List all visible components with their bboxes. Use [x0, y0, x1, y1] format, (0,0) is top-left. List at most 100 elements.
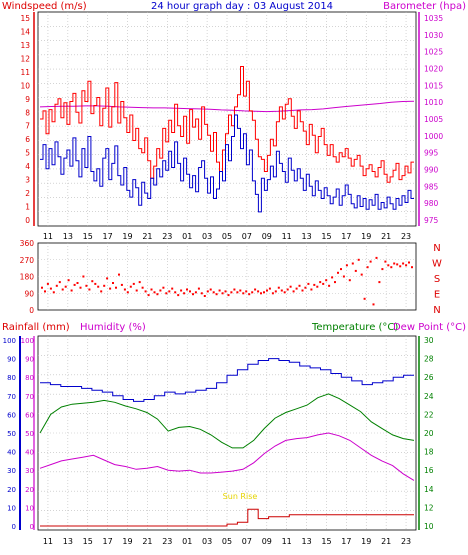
wind-x-tick-label: 15	[321, 232, 331, 241]
direction-point	[76, 282, 79, 284]
direction-point	[334, 281, 336, 284]
direction-point	[266, 289, 268, 292]
humidity-tick-label: 90	[25, 356, 34, 364]
direction-point	[227, 294, 230, 297]
climate-x-tick-label: 09	[262, 537, 272, 546]
direction-point	[357, 258, 360, 261]
direction-point	[58, 281, 61, 284]
rainfall-tick-label: 80	[7, 374, 16, 382]
direction-point	[230, 291, 233, 294]
temperature-tick-label: 26	[424, 373, 434, 382]
rainfall-tick-label: 0	[12, 523, 16, 531]
humidity-tick-label: 20	[25, 486, 34, 494]
direction-point	[106, 277, 109, 280]
direction-point	[254, 288, 257, 291]
direction-point	[295, 287, 298, 290]
direction-point	[301, 289, 304, 292]
climate-x-tick-label: 11	[282, 537, 292, 546]
direction-point	[79, 286, 82, 289]
wind-x-tick-label: 19	[122, 232, 132, 241]
humidity-tick-label: 50	[25, 430, 34, 438]
direction-point	[197, 287, 200, 290]
direction-point	[138, 281, 141, 284]
humidity-line	[40, 358, 414, 402]
direction-point	[88, 288, 91, 291]
wind-panel-frame	[37, 11, 417, 227]
barometer-tick-label: 1005	[424, 115, 443, 124]
climate-x-tick-label: 15	[83, 537, 93, 546]
direction-point	[212, 291, 215, 294]
rainfall-tick-label: 90	[7, 356, 16, 364]
direction-point	[402, 262, 405, 265]
climate-x-tick-label: 23	[162, 537, 172, 546]
direction-point	[360, 273, 363, 276]
rainfall-tick-label: 40	[7, 449, 16, 457]
dewpoint-line	[39, 432, 415, 481]
wind-x-tick-label: 11	[43, 232, 53, 241]
direction-tick-label: 360	[20, 239, 35, 248]
direction-tick-label: 0	[29, 306, 34, 315]
direction-point	[283, 291, 286, 294]
windspeed-tick-label: 14	[20, 27, 30, 36]
direction-point	[381, 268, 384, 271]
barometer-tick-label: 1000	[424, 132, 443, 141]
direction-point	[384, 260, 387, 263]
direction-point	[165, 292, 168, 295]
rainfall-axis-title: Rainfall (mm)	[2, 322, 70, 333]
direction-point	[363, 297, 366, 300]
windspeed-line	[40, 66, 414, 183]
sunrise-label: Sun Rise	[223, 492, 258, 501]
direction-point	[67, 279, 70, 282]
direction-point	[369, 260, 372, 263]
wind-x-tick-label: 13	[63, 232, 73, 241]
temperature-tick-label: 12	[424, 503, 434, 512]
direction-point	[64, 285, 67, 288]
humidity-tick-label: 70	[25, 393, 34, 401]
barometer-tick-label: 1010	[424, 98, 443, 107]
direction-point	[103, 284, 106, 287]
gust-line	[40, 114, 414, 213]
wind-x-tick-label: 15	[83, 232, 93, 241]
windspeed-tick-label: 7	[25, 122, 30, 131]
wind-x-tick-label: 05	[222, 232, 232, 241]
humidity-axis-title: Humidity (%)	[80, 322, 146, 333]
direction-point	[135, 289, 138, 292]
direction-point	[129, 285, 132, 288]
wind-x-tick-label: 23	[162, 232, 172, 241]
humidity-tick-label: 80	[25, 374, 34, 382]
direction-point	[310, 288, 313, 291]
climate-x-tick-label: 19	[122, 537, 132, 546]
direction-point	[206, 290, 209, 293]
direction-point	[375, 256, 378, 259]
compass-label: N	[433, 305, 440, 316]
windspeed-tick-label: 5	[25, 149, 30, 158]
climate-x-tick-label: 19	[361, 537, 371, 546]
climate-x-tick-label: 01	[182, 537, 192, 546]
wind-x-tick-label: 07	[242, 232, 252, 241]
direction-point	[331, 276, 334, 279]
rainfall-tick-label: 20	[7, 486, 16, 494]
rainfall-tick-label: 100	[3, 337, 16, 345]
temperature-tick-label: 10	[424, 522, 434, 531]
climate-x-tick-label: 03	[202, 537, 212, 546]
direction-point	[112, 282, 114, 284]
temperature-tick-label: 24	[424, 392, 434, 401]
direction-point	[221, 292, 224, 295]
direction-point	[97, 285, 100, 288]
rainfall-tick-label: 10	[7, 504, 16, 512]
wind-x-tick-label: 19	[361, 232, 371, 241]
temperature-axis-title: Temperature (°C)	[311, 322, 398, 333]
direction-point	[378, 281, 381, 284]
wind-x-tick-label: 17	[103, 232, 113, 241]
temperature-tick-label: 20	[424, 429, 434, 438]
direction-point	[118, 273, 120, 276]
windspeed-tick-label: 6	[25, 135, 30, 144]
direction-point	[109, 287, 112, 290]
direction-point	[322, 282, 325, 285]
wind-x-tick-label: 01	[182, 232, 192, 241]
direction-point	[236, 291, 239, 294]
direction-point	[115, 286, 117, 289]
direction-point	[156, 293, 159, 296]
direction-point	[52, 291, 55, 294]
climate-x-tick-label: 17	[103, 537, 113, 546]
